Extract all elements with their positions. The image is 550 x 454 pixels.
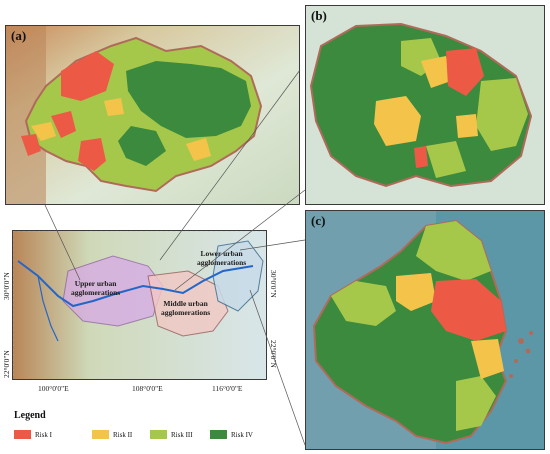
panel-a-label: (a) xyxy=(11,28,27,43)
legend-risk-iii: Risk III xyxy=(150,430,193,439)
risk-iii-region-w xyxy=(331,281,396,326)
lat-tick-22-right: 22°0'0"N xyxy=(269,340,278,368)
legend-swatch-risk-iv xyxy=(210,430,227,439)
panel-b-middle-map: (b) xyxy=(305,5,545,205)
risk-ii-region-center xyxy=(374,96,421,146)
risk-i-region-s xyxy=(414,146,428,168)
panel-b-label: (b) xyxy=(311,8,327,23)
panel-c-label: (c) xyxy=(311,213,326,228)
legend-swatch-risk-iii xyxy=(150,430,167,439)
legend-swatch-risk-i xyxy=(14,430,31,439)
risk-iii-region-ne xyxy=(476,78,528,151)
legend-label-risk-i: Risk I xyxy=(35,430,52,439)
risk-iv-region-2 xyxy=(118,126,166,166)
upper-region-label: Upper urban agglomerations xyxy=(71,279,121,297)
risk-ii-region xyxy=(31,122,56,141)
risk-i-region-mid xyxy=(51,111,76,138)
risk-i-region xyxy=(431,279,506,341)
risk-iii-region-se xyxy=(456,376,496,431)
legend-swatch-risk-ii xyxy=(92,430,109,439)
risk-ii-region-s xyxy=(471,339,504,379)
lon-tick-116-bottom: 116°0'0"E xyxy=(212,384,243,393)
river-tributary xyxy=(37,275,59,342)
risk-i-region-w xyxy=(21,134,41,156)
legend-risk-ii: Risk II xyxy=(92,430,132,439)
lower-region-label: Lower urban agglomerations xyxy=(197,249,247,267)
risk-iii-region-s xyxy=(426,141,466,178)
panel-b-svg xyxy=(306,6,544,204)
legend-risk-iv: Risk IV xyxy=(210,430,253,439)
legend-risk-i: Risk I xyxy=(14,430,52,439)
panel-a-svg xyxy=(6,26,299,204)
legend-title: Legend xyxy=(14,410,46,421)
risk-i-region-sw xyxy=(78,138,106,171)
legend-label-risk-ii: Risk II xyxy=(113,430,133,439)
overview-map: 100°0'0"E 108°0'0"E 116°0'0"E Upper urba… xyxy=(12,230,267,380)
risk-iii-region-n xyxy=(416,221,491,281)
upper-region-outline xyxy=(62,255,164,327)
risk-ii-region-3 xyxy=(104,98,124,116)
lon-tick-100-bottom: 100°0'0"E xyxy=(38,384,69,393)
risk-ii-region-n xyxy=(421,56,451,88)
risk-i-region-ne xyxy=(446,48,484,96)
lat-tick-30-left: 30°0'0"N xyxy=(2,272,11,300)
legend-label-risk-iii: Risk III xyxy=(171,430,193,439)
lon-tick-108-bottom: 108°0'0"E xyxy=(132,384,163,393)
risk-i-region-nw xyxy=(61,51,114,101)
panel-c-lower-map: (c) xyxy=(305,210,545,450)
legend-label-risk-iv: Risk IV xyxy=(231,430,253,439)
lat-tick-30-right: 30°0'0"N xyxy=(269,270,278,298)
risk-ii-region-e xyxy=(456,114,478,138)
islands xyxy=(509,331,533,378)
risk-ii-region xyxy=(396,273,436,311)
panel-c-svg xyxy=(306,211,544,449)
middle-region-label: Middle urban agglomerations xyxy=(161,299,211,317)
panel-a-upper-map: (a) xyxy=(5,25,300,205)
lat-tick-22-left: 22°0'0"N xyxy=(2,350,11,378)
